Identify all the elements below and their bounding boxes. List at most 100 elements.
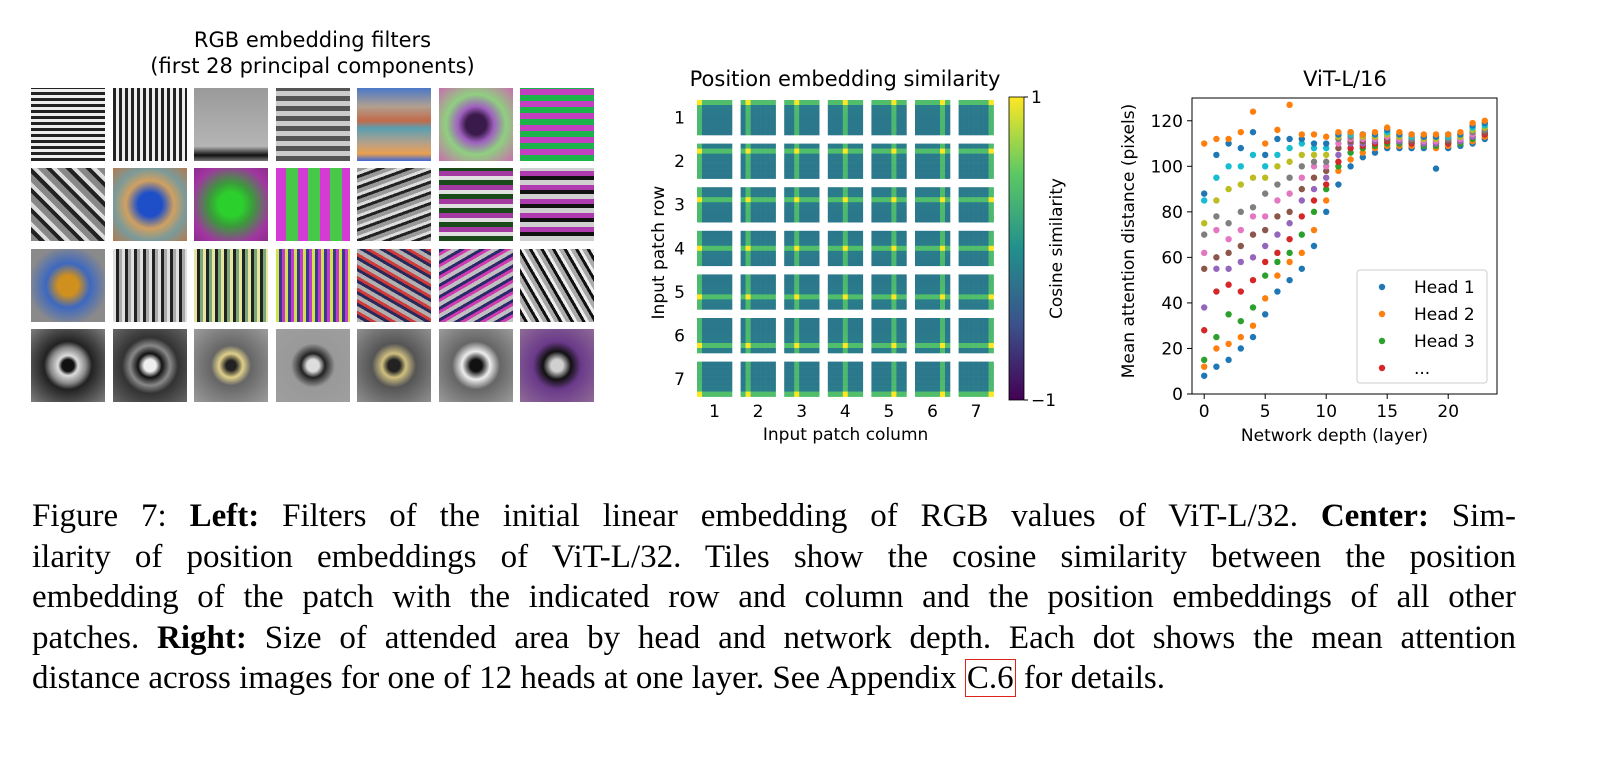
similarity-cell [804,376,810,382]
similarity-cell [789,158,795,164]
similarity-cell [837,294,844,300]
similarity-cell [988,304,994,310]
similarity-cell [988,230,994,237]
similarity-cell [871,148,877,154]
similarity-cell [804,115,810,121]
similarity-cell [765,202,771,208]
similarity-cell [707,289,713,295]
similarity-cell [760,343,766,349]
similarity-cell [915,338,921,344]
similarity-cell [988,143,994,149]
similarity-cell [832,386,839,392]
similarity-cell [814,294,820,300]
similarity-cell [745,245,751,252]
similarity-cell [852,192,859,198]
similarity-cell [770,143,776,149]
similarity-cell [852,348,859,354]
similarity-cell [789,299,795,305]
similarity-cell [789,125,795,131]
similarity-cell [712,217,718,223]
similarity-cell [750,207,756,213]
similarity-cell [973,366,979,372]
similarity-cell [968,187,974,193]
similarity-cell [930,366,936,372]
similarity-cell [804,294,810,300]
similarity-cell [847,173,854,179]
similarity-cell [814,260,820,267]
caption-text: Sim- [1428,498,1516,534]
attention-point [1249,276,1257,284]
similarity-cell [760,130,766,136]
similarity-cell [876,115,882,121]
similarity-cell [886,323,892,329]
similarity-cell [920,386,926,392]
similarity-cell [901,304,907,310]
similarity-cell [770,207,776,213]
similarity-cell [827,235,834,242]
similarity-cell [940,212,946,218]
similarity-cell [871,168,877,174]
x-tick-label: 10 [1315,402,1337,422]
similarity-cell [799,274,805,280]
similarity-cell [852,260,859,267]
similarity-cell [702,192,708,198]
similarity-cell [940,197,946,203]
similarity-cell [978,202,984,208]
similarity-cell [958,304,964,310]
position-tile [784,187,820,223]
similarity-cell [963,148,969,154]
attention-point [1335,151,1342,159]
similarity-cell [973,153,979,159]
similarity-cell [789,289,795,295]
similarity-cell [881,338,887,344]
similarity-cell [886,333,892,339]
similarity-cell [945,100,951,106]
similarity-cell [722,304,728,310]
position-tile [784,143,820,179]
similarity-cell [915,255,921,262]
similarity-cell [891,361,897,367]
similarity-cell [755,202,761,208]
appendix-link[interactable]: C.6 [964,659,1016,697]
similarity-cell [760,299,766,305]
similarity-cell [827,207,834,213]
similarity-cell [814,255,820,262]
similarity-cell [901,328,907,334]
similarity-cell [784,343,790,349]
similarity-cell [896,100,902,106]
similarity-cell [871,274,877,280]
similarity-cell [857,260,864,267]
similarity-cell [799,110,805,116]
similarity-cell [963,294,969,300]
similarity-cell [978,173,984,179]
similarity-cell [745,187,751,193]
attention-point [1286,208,1293,216]
similarity-cell [857,366,864,372]
similarity-cell [784,143,790,149]
similarity-cell [765,250,771,257]
similarity-cell [983,381,989,387]
similarity-cell [717,207,723,213]
similarity-cell [930,148,936,154]
similarity-cell [707,376,713,382]
similarity-cell [789,323,795,329]
similarity-cell [745,148,751,154]
similarity-cell [881,260,887,267]
similarity-cell [712,173,718,179]
similarity-cell [814,240,820,247]
similarity-cell [891,289,897,295]
similarity-cell [945,192,951,198]
similarity-cell [925,371,931,377]
similarity-cell [697,274,703,280]
similarity-cell [794,217,800,223]
similarity-cell [760,376,766,382]
similarity-cell [789,240,795,247]
similarity-cell [973,294,979,300]
similarity-cell [847,110,854,116]
similarity-cell [722,250,728,257]
similarity-cell [794,338,800,344]
similarity-cell [920,115,926,121]
similarity-cell [770,250,776,257]
similarity-cell [750,348,756,354]
similarity-cell [799,143,805,149]
